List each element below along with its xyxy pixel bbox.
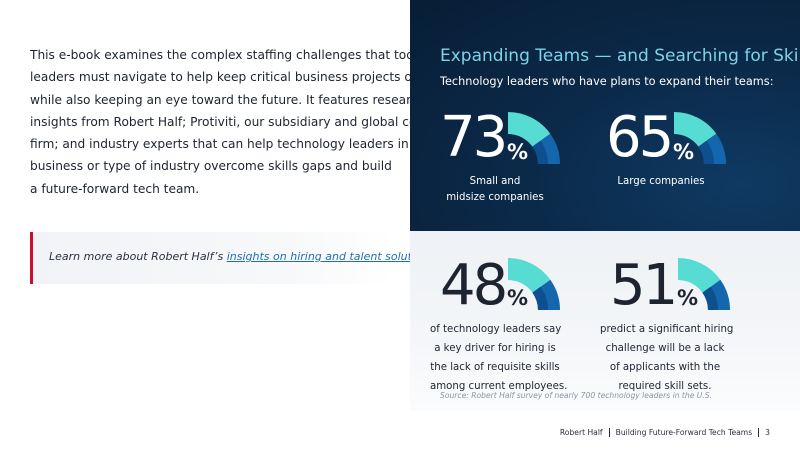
gauge-group — [674, 112, 726, 164]
light-panel — [410, 231, 800, 411]
callout: Learn more about Robert Half’s insights … — [30, 232, 438, 284]
gauge-teal — [678, 258, 721, 293]
footer-brand: Robert Half — [559, 428, 603, 437]
page-number: 3 — [758, 428, 770, 437]
stat-label: of technology leaders say a key driver fo… — [430, 320, 568, 396]
stat-label-line: the lack of requisite skills — [430, 362, 560, 373]
gauge-teal — [508, 112, 551, 147]
panel-heading: Expanding Teams — and Searching for Skil… — [440, 46, 800, 66]
intro-line: This e-book examines the complex staffin… — [30, 48, 470, 62]
stat-value: 51 — [610, 253, 678, 318]
gauge-dark — [532, 140, 548, 164]
stat-label-line: midsize companies — [446, 192, 544, 203]
intro-line: firm; and industry experts that can help… — [30, 137, 463, 152]
gauge — [508, 258, 560, 310]
stat-unit: % — [673, 140, 695, 164]
intro-line: business or type of industry overcome sk… — [30, 159, 392, 174]
intro-line: insights from Robert Half; Protiviti, ou… — [30, 114, 466, 129]
footer: Robert Half Building Future-Forward Tech… — [554, 428, 770, 437]
stat-label-line: Large companies — [617, 176, 705, 187]
footer-title: Building Future-Forward Tech Teams — [608, 428, 759, 437]
panel-subheading: Technology leaders who have plans to exp… — [440, 75, 774, 88]
dark-panel — [410, 0, 800, 231]
stat-unit: % — [677, 286, 699, 310]
stat-label-line: required skill sets. — [618, 381, 712, 392]
gauge — [508, 112, 560, 164]
stat: 51% predict a significant hiring challenge… — [600, 253, 740, 406]
stat: 48% of technology leaders say a key driver… — [430, 253, 570, 406]
gauge-teal — [508, 258, 551, 293]
stat-value: 65 — [606, 105, 674, 170]
stat-label-line: of applicants with the — [609, 362, 721, 373]
gauge-dark — [702, 286, 718, 310]
callout-text: Learn more about Robert Half’s insights … — [49, 250, 438, 263]
stat: 73% Small and midsize companies — [440, 105, 570, 260]
stat-label-line: Small and — [469, 176, 521, 187]
source-note: Source: Robert Half survey of nearly 700… — [440, 391, 713, 400]
stat-label-line: challenge will be a lack — [605, 343, 725, 354]
stat-label-line: predict a significant hiring — [600, 324, 734, 335]
callout-link[interactable]: insights on hiring and talent solutions — [226, 250, 435, 263]
stat-unit: % — [507, 286, 529, 310]
stat-label: Large companies — [596, 174, 726, 190]
stat-unit: % — [507, 140, 529, 164]
gauge-group — [508, 112, 560, 164]
stat-label-line: a key driver for hiring is — [434, 343, 556, 354]
gauge — [674, 112, 726, 164]
gauge-group — [678, 258, 730, 310]
callout-lead: Learn more about Robert Half’s — [49, 250, 227, 263]
stat-label: predict a significant hiring challenge wi… — [600, 320, 734, 396]
gauge-dark — [532, 286, 548, 310]
stat-label-line: among current employees. — [430, 381, 568, 392]
gauge-group — [508, 258, 560, 310]
gauge-dark — [698, 140, 714, 164]
intro-text: This e-book examines the complex staffin… — [30, 44, 470, 200]
intro-line: a future-forward tech team. — [30, 181, 200, 196]
stat-label: Small and midsize companies — [430, 174, 560, 206]
gauge — [678, 258, 730, 310]
stat-label-line: of technology leaders say — [430, 324, 562, 335]
gauge-teal — [674, 112, 717, 147]
stat: 65% Large companies — [606, 105, 736, 260]
stat-value: 48 — [440, 253, 508, 318]
intro-line: while also keeping an eye toward the fut… — [30, 92, 453, 107]
intro-line: leaders must navigate to help keep criti… — [30, 70, 459, 85]
stat-value: 73 — [440, 105, 508, 170]
